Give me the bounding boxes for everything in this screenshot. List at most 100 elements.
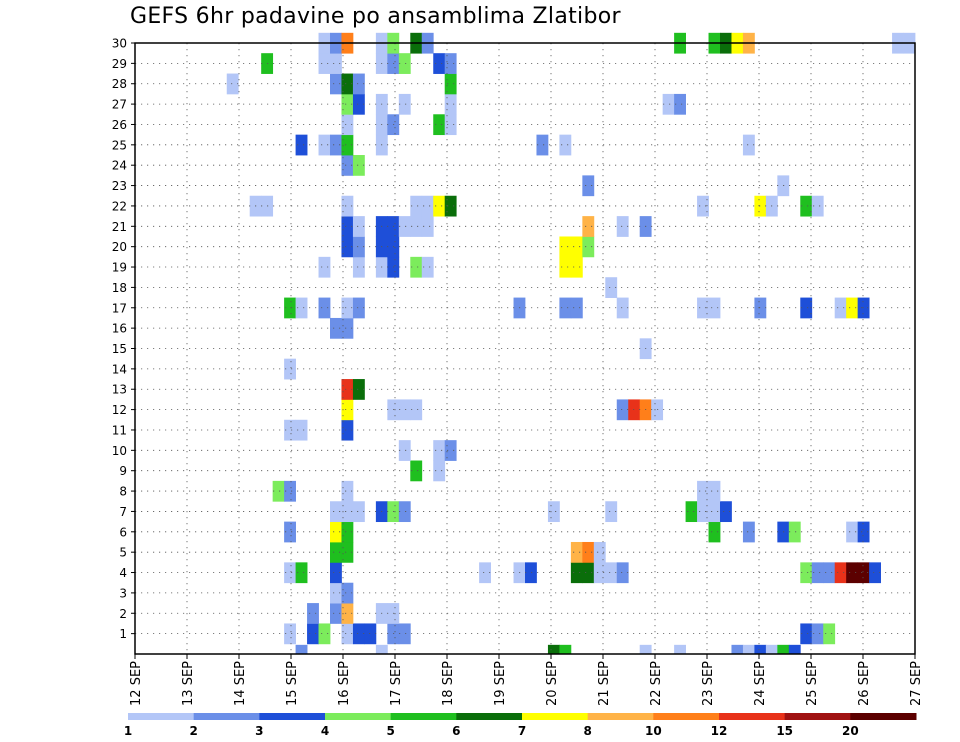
heatmap-cell	[582, 541, 595, 563]
colorbar-label: 20	[842, 724, 859, 738]
y-axis-ticks: 1234567891011121314151617181920212223242…	[112, 37, 135, 641]
y-tick-label: 29	[112, 57, 127, 71]
x-tick-label: 27 SEP	[909, 661, 924, 706]
heatmap-cell	[731, 644, 744, 655]
y-tick-label: 22	[112, 199, 127, 213]
x-tick-label: 14 SEP	[233, 661, 248, 706]
colorbar-swatch	[128, 713, 195, 720]
heatmap-cell	[330, 582, 342, 604]
x-tick-label: 12 SEP	[129, 661, 144, 706]
heatmap-cell	[398, 440, 411, 461]
heatmap-cell	[421, 195, 434, 217]
heatmap-cell	[616, 216, 629, 237]
colorbar-swatch	[719, 713, 786, 720]
heatmap-cell	[605, 501, 618, 523]
x-tick-label: 19 SEP	[493, 661, 508, 706]
heatmap-cell	[697, 195, 709, 217]
heatmap-cell	[410, 256, 423, 278]
heatmap-cell	[341, 480, 354, 502]
heatmap-cell	[708, 521, 721, 543]
y-tick-label: 1	[119, 627, 127, 641]
heatmap-cell	[341, 501, 354, 523]
heatmap-cell	[352, 216, 365, 237]
chart-title: GEFS 6hr padavine po ansamblima Zlatibor	[130, 4, 621, 29]
heatmap-cell	[352, 93, 365, 115]
heatmap-cell	[547, 644, 560, 655]
colorbar-label: 7	[518, 724, 526, 738]
x-tick-label: 20 SEP	[545, 661, 560, 706]
heatmap-cell	[582, 216, 595, 237]
heatmap-cell	[570, 256, 583, 278]
heatmap-cell	[857, 521, 870, 543]
heatmap-cell	[341, 603, 354, 624]
heatmap-cell	[742, 521, 755, 543]
colorbar-swatch	[325, 713, 392, 720]
heatmap-cell	[800, 195, 813, 217]
colorbar-label: 4	[321, 724, 329, 738]
heatmap-cell	[559, 644, 572, 655]
heatmap-cell	[674, 93, 686, 115]
heatmap-cell	[318, 53, 331, 74]
heatmap-cell	[559, 236, 572, 258]
heatmap-cell	[536, 134, 549, 156]
colorbar-label: 2	[189, 724, 197, 738]
heatmap-cell	[708, 297, 721, 319]
heatmap-cell	[697, 480, 709, 502]
colorbar-swatch	[587, 713, 654, 720]
heatmap-cell	[341, 399, 354, 421]
heatmap-cell	[330, 134, 342, 156]
heatmap-cell	[295, 134, 308, 156]
heatmap-cell	[341, 134, 354, 156]
heatmap-cell	[433, 195, 446, 217]
heatmap-cell	[341, 379, 354, 400]
heatmap-cell	[410, 399, 423, 421]
heatmap-cell	[352, 623, 365, 645]
heatmap-cell	[777, 644, 790, 655]
heatmap-cell	[341, 114, 354, 136]
heatmap-cell	[330, 521, 342, 543]
y-tick-label: 13	[112, 383, 127, 397]
heatmap-cell	[742, 644, 755, 655]
heatmap-cell	[444, 93, 457, 115]
heatmap-cell	[318, 623, 331, 645]
y-tick-label: 8	[119, 485, 127, 499]
heatmap-cell	[788, 644, 801, 655]
colorbar-swatch	[259, 713, 326, 720]
heatmap-cell	[834, 297, 847, 319]
heatmap-cell	[662, 93, 675, 115]
heatmap-cell	[834, 562, 847, 584]
heatmap-cell	[570, 541, 583, 563]
y-tick-label: 12	[112, 403, 127, 417]
heatmap-cell	[410, 460, 423, 482]
heatmap-cell	[823, 623, 836, 645]
colorbar-swatch	[850, 713, 917, 720]
heatmap-cell	[295, 297, 308, 319]
heatmap-cell	[697, 501, 709, 523]
y-tick-label: 14	[112, 362, 127, 376]
y-tick-label: 26	[112, 118, 127, 132]
heatmap-cell	[433, 460, 446, 482]
heatmap-cell	[398, 623, 411, 645]
heatmap-cell	[479, 562, 491, 584]
x-tick-label: 25 SEP	[805, 661, 820, 706]
heatmap-cell	[800, 297, 813, 319]
x-tick-label: 18 SEP	[441, 661, 456, 706]
heatmap-cell	[341, 419, 354, 441]
heatmap-cell	[800, 562, 813, 584]
y-tick-label: 24	[112, 159, 127, 173]
colorbar-label: 6	[452, 724, 460, 738]
heatmap-cell	[421, 216, 434, 237]
heatmap-cell	[754, 644, 767, 655]
heatmap-cell	[284, 521, 296, 543]
colorbar-label: 5	[386, 724, 394, 738]
heatmap-cell	[582, 562, 595, 584]
colorbar-legend: 1 2 3 4 5 6 7 8 10 12 15 20	[124, 713, 917, 738]
y-tick-label: 27	[112, 98, 127, 112]
y-tick-label: 25	[112, 138, 127, 152]
colorbar-label: 10	[645, 724, 662, 738]
heatmap-cell	[375, 644, 388, 655]
heatmap-cell	[330, 73, 342, 95]
heatmap-cell	[410, 195, 423, 217]
heatmap-cell	[352, 73, 365, 95]
heatmap-cell	[800, 623, 813, 645]
